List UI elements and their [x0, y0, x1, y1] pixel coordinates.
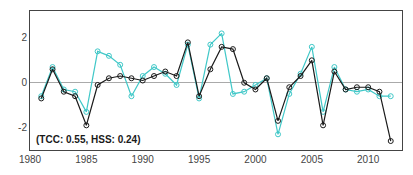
svg-text:2: 2: [21, 32, 27, 43]
svg-text:2010: 2010: [357, 154, 380, 165]
svg-text:1985: 1985: [75, 154, 98, 165]
svg-text:0: 0: [21, 77, 27, 88]
svg-text:1990: 1990: [132, 154, 155, 165]
svg-text:-2: -2: [18, 122, 27, 133]
svg-text:2005: 2005: [301, 154, 324, 165]
svg-text:1980: 1980: [19, 154, 42, 165]
svg-text:(TCC: 0.55, HSS: 0.24): (TCC: 0.55, HSS: 0.24): [36, 134, 140, 145]
svg-text:2000: 2000: [244, 154, 267, 165]
svg-text:1995: 1995: [188, 154, 211, 165]
